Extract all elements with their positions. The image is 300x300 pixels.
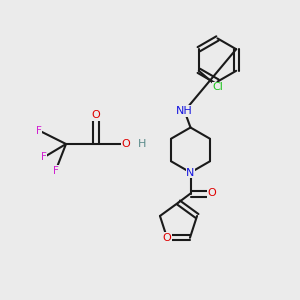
Text: N: N	[186, 167, 195, 178]
Text: Cl: Cl	[213, 82, 224, 92]
Text: F: F	[40, 152, 46, 163]
Text: F: F	[52, 166, 59, 176]
Text: F: F	[36, 125, 42, 136]
Text: NH: NH	[176, 106, 193, 116]
Text: O: O	[163, 233, 171, 243]
Text: H: H	[138, 139, 147, 149]
Text: O: O	[122, 139, 130, 149]
Text: O: O	[207, 188, 216, 199]
Text: O: O	[92, 110, 100, 121]
